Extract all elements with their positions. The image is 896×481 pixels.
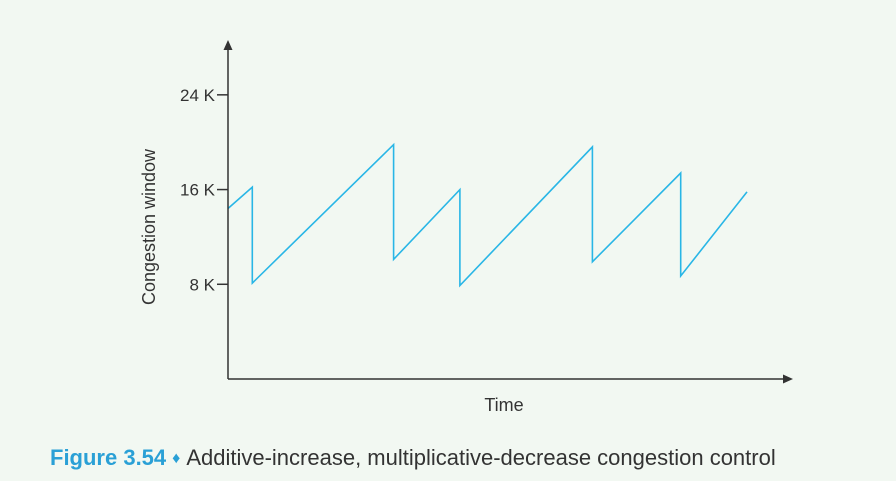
diamond-separator-icon: ♦	[172, 450, 181, 467]
figure-caption: Figure 3.54 ♦ Additive-increase, multiplic…	[50, 445, 776, 471]
figure-label: Figure 3.54	[50, 445, 167, 470]
y-axis-label: Congestion window	[139, 148, 159, 305]
series-line	[227, 142, 748, 288]
chart: 8 K 16 K 24 K Time Congestion window	[139, 40, 793, 415]
y-axis-arrow	[223, 40, 233, 50]
plot-series	[227, 142, 748, 288]
y-tick-label: 24 K	[180, 86, 216, 105]
y-tick-label: 16 K	[180, 181, 216, 200]
x-axis-label: Time	[484, 395, 523, 415]
y-tick-label: 8 K	[189, 275, 215, 294]
figure-title: Additive-increase, multiplicative-decrea…	[186, 445, 776, 470]
x-axis-arrow	[783, 374, 793, 384]
